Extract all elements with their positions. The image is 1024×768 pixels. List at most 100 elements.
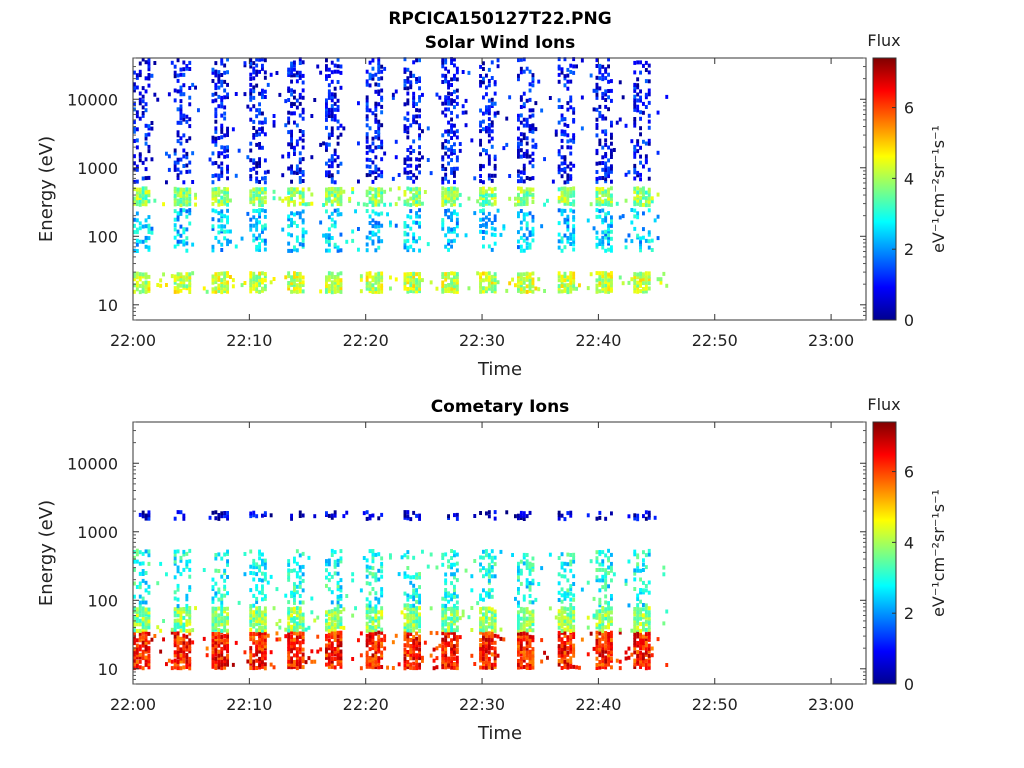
heatmap-cell bbox=[133, 622, 136, 626]
heatmap-cell bbox=[525, 610, 529, 615]
heatmap-cell bbox=[170, 659, 174, 664]
heatmap-cell bbox=[569, 280, 573, 285]
heatmap-cell bbox=[211, 226, 215, 231]
heatmap-cell bbox=[141, 600, 145, 605]
heatmap-cell bbox=[563, 665, 567, 669]
heatmap-cell bbox=[365, 558, 369, 563]
heatmap-cell bbox=[604, 177, 608, 182]
heatmap-cell bbox=[220, 638, 224, 643]
heatmap-cell bbox=[580, 58, 584, 63]
heatmap-cell bbox=[418, 653, 421, 658]
heatmap-cell bbox=[162, 619, 165, 623]
heatmap-cell bbox=[249, 223, 253, 228]
heatmap-cell bbox=[371, 239, 375, 244]
heatmap-cell bbox=[188, 656, 192, 661]
heatmap-cell bbox=[482, 223, 485, 228]
heatmap-cell bbox=[185, 190, 189, 195]
heatmap-cell bbox=[485, 606, 488, 611]
heatmap-cell bbox=[566, 239, 570, 244]
heatmap-cell bbox=[298, 616, 302, 620]
heatmap-cell bbox=[572, 136, 576, 140]
heatmap-cell bbox=[482, 76, 485, 81]
heatmap-cell bbox=[217, 272, 221, 276]
heatmap-cell bbox=[595, 58, 599, 63]
heatmap-cell bbox=[310, 192, 314, 197]
heatmap-cell bbox=[263, 637, 267, 642]
heatmap-cell bbox=[566, 640, 570, 645]
heatmap-cell bbox=[569, 187, 573, 191]
heatmap-cell bbox=[258, 637, 261, 642]
heatmap-cell bbox=[479, 622, 482, 627]
heatmap-cell bbox=[642, 164, 645, 169]
heatmap-cell bbox=[522, 69, 526, 74]
heatmap-cell bbox=[572, 110, 576, 115]
heatmap-cell bbox=[528, 277, 532, 282]
heatmap-cell bbox=[377, 552, 381, 557]
heatmap-cell bbox=[517, 239, 520, 244]
heatmap-cell bbox=[644, 105, 648, 109]
heatmap-cell bbox=[639, 278, 642, 283]
heatmap-cell bbox=[380, 591, 384, 595]
heatmap-cell bbox=[179, 659, 183, 664]
heatmap-cell bbox=[604, 198, 608, 203]
heatmap-cell bbox=[298, 211, 302, 216]
heatmap-cell bbox=[493, 157, 497, 162]
heatmap-cell bbox=[301, 280, 305, 285]
heatmap-cell bbox=[226, 628, 229, 633]
heatmap-cell bbox=[409, 580, 413, 585]
heatmap-cell bbox=[150, 121, 154, 125]
heatmap-cell bbox=[409, 123, 413, 128]
heatmap-cell bbox=[217, 239, 221, 244]
heatmap-cell bbox=[365, 612, 369, 617]
heatmap-cell bbox=[644, 60, 648, 65]
heatmap-cell bbox=[610, 287, 613, 292]
heatmap-cell bbox=[301, 138, 305, 143]
heatmap-cell bbox=[374, 211, 378, 216]
heatmap-cell bbox=[263, 641, 267, 646]
heatmap-cell bbox=[531, 123, 535, 128]
heatmap-cell bbox=[325, 239, 328, 244]
heatmap-cell bbox=[176, 637, 180, 642]
heatmap-cell bbox=[138, 585, 142, 590]
heatmap-cell bbox=[415, 572, 418, 577]
heatmap-cell bbox=[490, 247, 494, 252]
heatmap-cell bbox=[330, 635, 334, 639]
heatmap-cell bbox=[450, 198, 453, 203]
heatmap-cell bbox=[639, 274, 642, 279]
heatmap-cell bbox=[441, 223, 445, 228]
heatmap-cell bbox=[569, 193, 573, 198]
heatmap-cell bbox=[447, 189, 450, 194]
heatmap-cell bbox=[211, 616, 215, 621]
heatmap-cell bbox=[415, 593, 418, 598]
heatmap-cell bbox=[595, 107, 599, 112]
heatmap-cell bbox=[642, 277, 645, 282]
heatmap-cell bbox=[450, 189, 453, 194]
heatmap-cell bbox=[610, 132, 613, 137]
heatmap-cell bbox=[502, 224, 506, 229]
heatmap-cell bbox=[528, 510, 532, 515]
heatmap-cell bbox=[144, 616, 148, 621]
heatmap-cell bbox=[406, 238, 410, 243]
heatmap-cell bbox=[374, 119, 378, 124]
heatmap-cell bbox=[301, 627, 305, 632]
heatmap-cell bbox=[610, 274, 613, 279]
heatmap-cell bbox=[479, 224, 482, 228]
heatmap-cell bbox=[220, 619, 224, 623]
heatmap-cell bbox=[490, 610, 494, 615]
heatmap-cell bbox=[479, 638, 482, 643]
heatmap-cell bbox=[525, 176, 529, 180]
heatmap-cell bbox=[226, 192, 229, 197]
heatmap-cell bbox=[351, 613, 355, 618]
heatmap-cell bbox=[482, 634, 485, 639]
heatmap-cell bbox=[301, 190, 305, 195]
heatmap-cell bbox=[263, 247, 267, 252]
heatmap-cell bbox=[455, 561, 459, 566]
heatmap-cell bbox=[412, 283, 416, 288]
heatmap-cell bbox=[173, 613, 177, 618]
heatmap-cell bbox=[252, 565, 256, 570]
heatmap-cell bbox=[453, 594, 456, 599]
heatmap-cell bbox=[374, 104, 378, 109]
heatmap-cell bbox=[147, 653, 151, 658]
heatmap-cell bbox=[557, 625, 561, 630]
heatmap-cell bbox=[249, 58, 253, 62]
